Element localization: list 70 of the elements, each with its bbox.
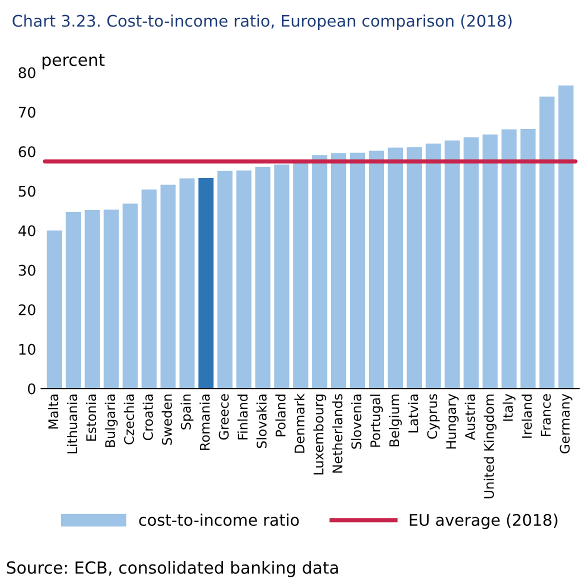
bar [198,178,214,389]
bar [558,86,574,389]
x-tick-label: Hungary [446,394,459,449]
bar [444,140,460,389]
x-tick-label: United Kingdom [484,394,497,498]
x-tick-label: Slovakia [256,394,267,448]
x-tick-label: Sweden [162,394,172,445]
bar [179,178,195,389]
x-tick-label: Denmark [294,393,305,453]
source-note: Source: ECB, consolidated banking data [6,560,338,578]
y-tick-label: 30 [18,264,36,276]
x-tick-label: Romania [200,394,210,450]
y-tick-label: 40 [18,225,36,236]
bar [368,150,384,389]
y-tick-label: 10 [19,344,36,355]
x-tick-label: Lithuania [66,394,78,454]
legend-label: EU average (2018) [410,514,558,530]
bar [122,204,138,389]
x-tick-label: Germany [560,394,572,454]
x-tick-label: Ireland [522,394,532,438]
bar [217,170,232,389]
bar [331,153,346,389]
bar [406,147,422,389]
x-tick-label: France [540,394,551,436]
legend-label: cost-to-income ratio [139,514,299,526]
bar [426,144,441,389]
x-tick-label: Finland [237,394,248,440]
bar [312,155,328,389]
x-tick-label: Croatia [142,394,153,440]
bar [520,129,536,389]
x-tick-label: Austria [464,394,476,440]
bar [142,189,157,389]
x-tick-label: Greece [218,394,229,440]
y-tick-label: 20 [18,304,36,316]
y-tick-label: 50 [18,186,36,197]
bar [84,210,100,389]
x-tick-label: Portugal [370,394,383,447]
x-tick-label: Bulgaria [104,394,118,447]
x-tick-label: Italy [502,394,516,421]
x-tick-label: Spain [180,394,194,430]
x-tick-label: Belgium [389,394,402,446]
x-tick-label: Estonia [86,394,96,441]
bar [502,129,517,389]
x-tick-label: Poland [275,394,286,436]
x-tick-label: Malta [48,394,58,429]
x-tick-label: Czechia [124,394,134,444]
bar [46,230,62,389]
bar [388,148,403,389]
bar [160,184,176,389]
x-tick-label: Latvia [408,394,418,432]
bar [293,162,308,389]
bar [236,170,252,389]
y-tick-label: 70 [18,106,36,118]
x-tick-label: Slovenia [351,394,362,449]
bar [274,164,290,389]
bar [350,152,366,389]
y-tick-label: 80 [18,67,36,78]
x-tick-label: Netherlands [332,394,342,473]
y-axis-title: percent [42,54,105,70]
chart-title: Chart 3.23. Cost-to-income ratio, European comparison (2018) [12,14,512,30]
y-tick-label: 60 [18,146,36,158]
bar [539,96,555,389]
x-tick-label: Luxembourg [313,394,326,474]
bar [482,134,498,389]
bar [66,212,81,389]
bar [464,137,479,389]
bar [104,210,119,389]
x-tick-label: Cyprus [427,394,440,439]
bar [255,166,270,389]
y-tick-label: 0 [28,383,36,394]
